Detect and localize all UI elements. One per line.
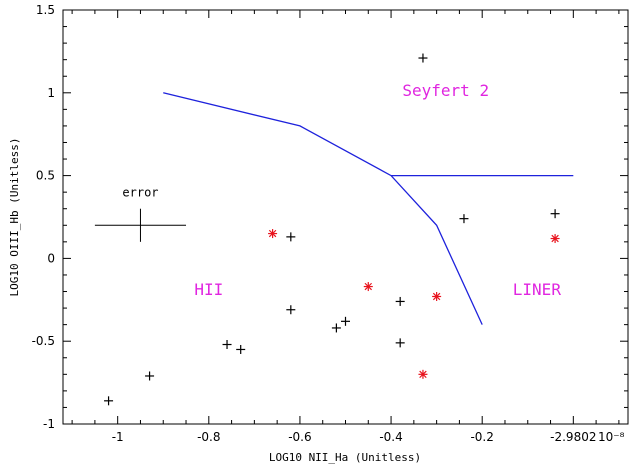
x-exponent-label: 10⁻⁸ bbox=[598, 430, 625, 444]
ast-d2 bbox=[419, 370, 427, 379]
plus-point bbox=[104, 396, 114, 406]
x-tick-label: -0.6 bbox=[288, 430, 311, 444]
y-tick-label: -0.5 bbox=[32, 334, 55, 348]
plus-point bbox=[395, 296, 405, 306]
region-label-hii: HII bbox=[194, 280, 223, 299]
x-axis-title: LOG10 NII_Ha (Unitless) bbox=[269, 451, 421, 464]
region-label-liner: LINER bbox=[513, 280, 562, 299]
asterisk-point bbox=[550, 234, 560, 244]
ast-d2 bbox=[551, 234, 559, 243]
plus-point bbox=[236, 344, 246, 354]
plus-point bbox=[418, 53, 428, 63]
asterisk-point bbox=[418, 369, 428, 379]
plus-point bbox=[331, 323, 341, 333]
error-bar: error bbox=[94, 186, 187, 242]
ast-d2 bbox=[364, 282, 373, 291]
y-tick-label: 0 bbox=[47, 251, 55, 265]
plus-point bbox=[550, 209, 560, 219]
x-tick-label: -0.8 bbox=[197, 430, 220, 444]
plus-point bbox=[341, 316, 350, 326]
y-tick-label: -1 bbox=[43, 417, 55, 431]
plot-frame bbox=[62, 9, 629, 425]
x-tick-label: -0.4 bbox=[379, 430, 402, 444]
asterisk-point bbox=[363, 282, 373, 292]
y-axis-title: LOG10 OIII_Hb (Unitless) bbox=[8, 138, 21, 297]
plus-point bbox=[459, 214, 469, 224]
ast-d2 bbox=[268, 229, 277, 238]
region-label-seyfert-2: Seyfert 2 bbox=[402, 81, 489, 100]
plus-point bbox=[286, 305, 296, 315]
plus-point bbox=[145, 371, 155, 381]
plus-point bbox=[395, 338, 405, 348]
region-labels: Seyfert 2 HII LINER bbox=[194, 81, 561, 299]
error-label: error bbox=[122, 186, 158, 200]
classification-lines bbox=[163, 92, 574, 325]
x-tick-label: -2.9802 bbox=[550, 430, 596, 444]
plus-point bbox=[286, 232, 296, 242]
asterisk-point bbox=[432, 291, 442, 301]
y-tick-label: 1.5 bbox=[36, 3, 55, 17]
axis-tick-labels: -1 -0.8 -0.6 -0.4 -0.2 -2.9802 -1 -0.5 0 0.5 1 1.5 bbox=[32, 3, 597, 444]
y-tick-label: 1 bbox=[47, 86, 55, 100]
plus-point bbox=[222, 340, 232, 350]
x-tick-label: -0.2 bbox=[470, 430, 493, 444]
axis-ticks bbox=[63, 9, 628, 425]
data-points bbox=[104, 53, 560, 406]
x-tick-label: -1 bbox=[112, 430, 124, 444]
ast-d2 bbox=[432, 292, 441, 301]
y-tick-label: 0.5 bbox=[36, 169, 55, 183]
asterisk-point bbox=[268, 229, 278, 239]
